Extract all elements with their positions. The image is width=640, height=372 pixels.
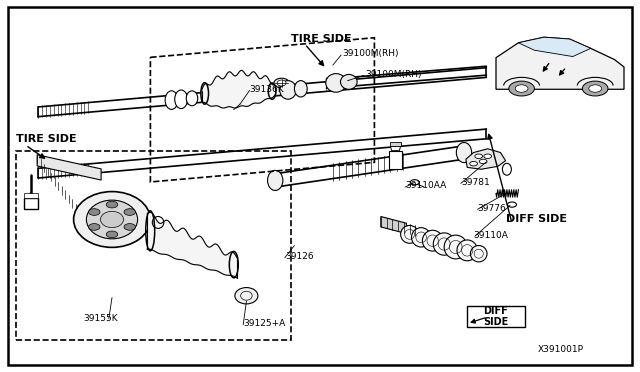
Circle shape <box>589 85 602 92</box>
Ellipse shape <box>456 142 472 163</box>
Ellipse shape <box>340 74 357 89</box>
Circle shape <box>515 85 528 92</box>
Circle shape <box>88 209 100 215</box>
Ellipse shape <box>280 81 296 99</box>
Text: X391001P: X391001P <box>538 345 584 354</box>
Polygon shape <box>518 37 591 57</box>
Polygon shape <box>466 149 506 169</box>
Polygon shape <box>24 193 38 198</box>
Bar <box>16 151 291 340</box>
Text: TIRE SIDE: TIRE SIDE <box>291 34 352 44</box>
Circle shape <box>124 224 136 230</box>
Text: 39110AA: 39110AA <box>405 182 446 190</box>
Text: DIFF
SIDE: DIFF SIDE <box>483 306 509 327</box>
Circle shape <box>479 159 487 164</box>
Text: 39776: 39776 <box>477 204 506 213</box>
Ellipse shape <box>277 80 286 86</box>
Text: 39100M(RH): 39100M(RH) <box>342 49 399 58</box>
Ellipse shape <box>74 192 150 247</box>
Ellipse shape <box>186 91 198 106</box>
Ellipse shape <box>326 74 346 92</box>
Ellipse shape <box>165 91 178 109</box>
Circle shape <box>582 81 608 96</box>
Ellipse shape <box>422 230 443 251</box>
Circle shape <box>106 231 118 238</box>
Text: 39126: 39126 <box>285 252 314 261</box>
Circle shape <box>470 161 477 166</box>
Polygon shape <box>381 217 406 234</box>
Circle shape <box>475 154 483 158</box>
Text: 39110A: 39110A <box>474 231 508 240</box>
Bar <box>24 198 38 209</box>
Circle shape <box>124 209 136 215</box>
Bar <box>390 142 401 146</box>
Circle shape <box>88 224 100 230</box>
Circle shape <box>106 201 118 208</box>
Circle shape <box>484 154 492 158</box>
Ellipse shape <box>412 228 431 247</box>
Text: 39125+A: 39125+A <box>243 319 285 328</box>
Ellipse shape <box>457 240 477 261</box>
Polygon shape <box>390 146 401 151</box>
Text: 39781: 39781 <box>461 178 490 187</box>
Text: TIRE SIDE: TIRE SIDE <box>16 135 77 144</box>
Circle shape <box>508 202 516 207</box>
Ellipse shape <box>100 211 124 228</box>
Text: 39100M(RH): 39100M(RH) <box>365 70 421 79</box>
Ellipse shape <box>175 90 188 109</box>
Ellipse shape <box>274 78 289 88</box>
Polygon shape <box>37 155 101 180</box>
FancyBboxPatch shape <box>467 306 525 327</box>
Circle shape <box>410 180 419 185</box>
Ellipse shape <box>470 246 487 262</box>
Ellipse shape <box>294 81 307 97</box>
Ellipse shape <box>86 200 138 239</box>
Bar <box>389 151 402 169</box>
Ellipse shape <box>268 170 283 190</box>
Text: DIFF SIDE: DIFF SIDE <box>506 215 566 224</box>
Ellipse shape <box>444 235 467 259</box>
Circle shape <box>509 81 534 96</box>
Ellipse shape <box>401 225 419 243</box>
Text: 39136K: 39136K <box>250 85 284 94</box>
Ellipse shape <box>433 233 455 255</box>
Text: 39155K: 39155K <box>83 314 118 323</box>
Polygon shape <box>496 37 624 89</box>
Ellipse shape <box>235 288 258 304</box>
